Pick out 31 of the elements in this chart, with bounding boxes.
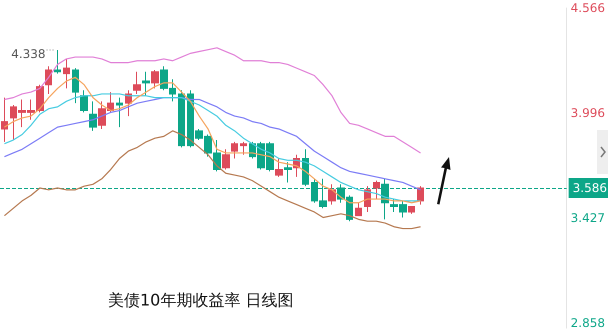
- candlestick: [116, 97, 123, 128]
- candlestick: [284, 162, 292, 183]
- y-tick-label: 3.427: [570, 211, 606, 226]
- candlestick: [54, 50, 61, 74]
- y-tick-label: 4.566: [570, 1, 606, 15]
- y-tick-label: 2.858: [570, 316, 606, 329]
- text: 美债10年期收益率 日线图: [108, 290, 294, 310]
- candlestick: [151, 69, 159, 89]
- y-tick-label: 3.996: [570, 106, 606, 120]
- candlestick: [133, 71, 141, 94]
- candlestick: [302, 148, 309, 187]
- candlestick: [178, 90, 185, 148]
- candlestick: [80, 90, 88, 113]
- line-series: [4, 47, 422, 154]
- candlestick: [240, 141, 247, 156]
- candlestick: [373, 180, 380, 200]
- candlestick: [231, 141, 238, 159]
- candlestick: [408, 206, 415, 214]
- candlestick: [328, 184, 336, 206]
- line-series: [4, 130, 422, 230]
- annotation: 4.338: [11, 47, 46, 62]
- candlestick: [142, 71, 150, 96]
- candlestick: [222, 148, 230, 170]
- candlestick: [1, 97, 8, 142]
- candlestick: [89, 100, 97, 132]
- candlestick: [355, 202, 362, 216]
- candlestick: [72, 68, 79, 104]
- candlestick: [63, 58, 70, 89]
- ref-line-label: 3.586: [572, 181, 608, 195]
- candlestick: [275, 158, 283, 178]
- candlestick: [417, 186, 424, 206]
